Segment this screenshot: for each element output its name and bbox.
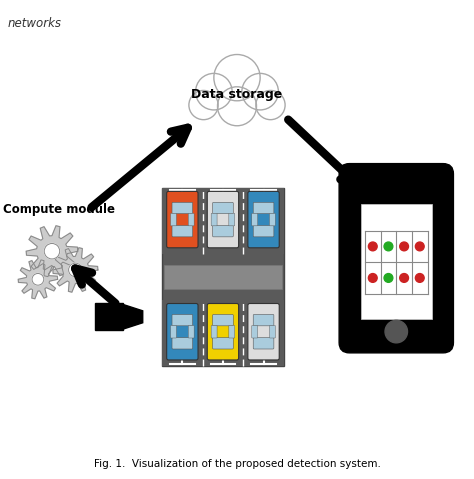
Bar xyxy=(162,188,284,366)
Polygon shape xyxy=(95,303,123,331)
Bar xyxy=(361,204,432,319)
Circle shape xyxy=(368,242,377,251)
Bar xyxy=(162,300,284,366)
Bar xyxy=(164,264,282,289)
Polygon shape xyxy=(26,226,78,277)
Circle shape xyxy=(415,274,424,282)
FancyBboxPatch shape xyxy=(252,325,258,338)
FancyBboxPatch shape xyxy=(188,325,194,338)
Circle shape xyxy=(218,87,256,126)
FancyBboxPatch shape xyxy=(253,202,274,214)
Circle shape xyxy=(384,242,393,251)
FancyBboxPatch shape xyxy=(167,304,198,360)
FancyBboxPatch shape xyxy=(172,226,192,237)
Polygon shape xyxy=(123,305,143,329)
FancyBboxPatch shape xyxy=(213,202,233,214)
Circle shape xyxy=(196,73,232,110)
Circle shape xyxy=(32,274,44,285)
FancyBboxPatch shape xyxy=(171,325,176,338)
FancyBboxPatch shape xyxy=(172,202,192,214)
FancyBboxPatch shape xyxy=(171,213,176,226)
Circle shape xyxy=(256,91,285,120)
FancyBboxPatch shape xyxy=(213,338,233,349)
FancyBboxPatch shape xyxy=(252,213,258,226)
FancyBboxPatch shape xyxy=(269,213,275,226)
Text: Compute module: Compute module xyxy=(3,203,115,216)
FancyBboxPatch shape xyxy=(213,314,233,326)
FancyBboxPatch shape xyxy=(339,164,454,353)
Circle shape xyxy=(400,242,409,251)
FancyBboxPatch shape xyxy=(207,304,238,360)
FancyBboxPatch shape xyxy=(172,314,192,326)
Circle shape xyxy=(368,274,377,282)
FancyBboxPatch shape xyxy=(248,192,279,248)
Text: networks: networks xyxy=(8,17,62,30)
FancyBboxPatch shape xyxy=(167,192,198,248)
Polygon shape xyxy=(18,260,57,299)
Circle shape xyxy=(214,55,260,101)
FancyBboxPatch shape xyxy=(211,213,217,226)
Circle shape xyxy=(242,73,278,110)
FancyBboxPatch shape xyxy=(248,304,279,360)
Circle shape xyxy=(415,242,424,251)
FancyBboxPatch shape xyxy=(172,338,192,349)
FancyBboxPatch shape xyxy=(211,325,217,338)
FancyBboxPatch shape xyxy=(269,325,275,338)
Circle shape xyxy=(44,243,60,259)
FancyBboxPatch shape xyxy=(253,226,274,237)
Text: Fig. 1.  Visualization of the proposed detection system.: Fig. 1. Visualization of the proposed de… xyxy=(93,459,381,469)
FancyBboxPatch shape xyxy=(229,325,235,338)
Circle shape xyxy=(189,91,218,120)
Text: Data storage: Data storage xyxy=(191,88,283,101)
FancyBboxPatch shape xyxy=(213,226,233,237)
FancyBboxPatch shape xyxy=(188,213,194,226)
FancyBboxPatch shape xyxy=(253,314,274,326)
Circle shape xyxy=(385,320,408,343)
Circle shape xyxy=(384,274,393,282)
Polygon shape xyxy=(53,248,98,292)
FancyBboxPatch shape xyxy=(207,192,238,248)
Circle shape xyxy=(400,274,409,282)
Circle shape xyxy=(69,263,82,277)
FancyBboxPatch shape xyxy=(229,213,235,226)
FancyBboxPatch shape xyxy=(253,338,274,349)
Bar xyxy=(162,188,284,254)
